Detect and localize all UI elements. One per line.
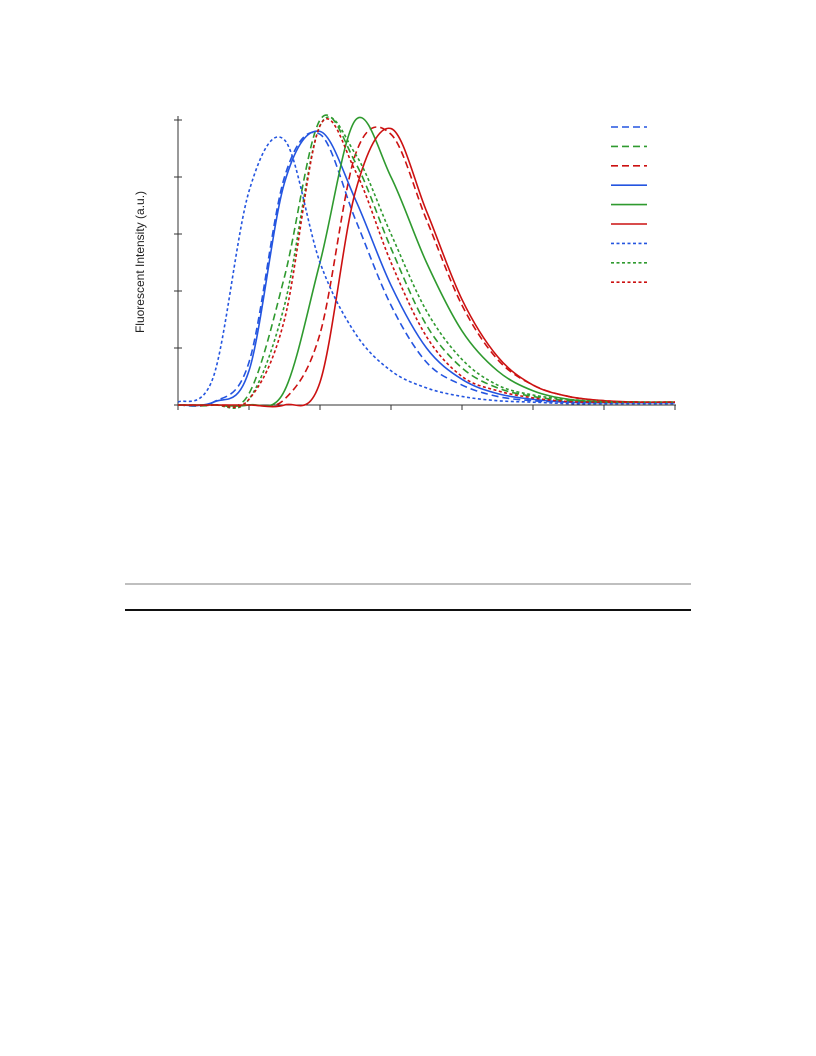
series-line — [177, 130, 675, 407]
series-line — [177, 131, 675, 407]
series-line — [178, 126, 676, 408]
y-axis-label: Fluorescent Intensity (a.u.) — [133, 191, 147, 333]
series-line — [178, 127, 676, 408]
series-line — [177, 118, 675, 408]
series-line — [177, 116, 676, 409]
series-line — [177, 136, 675, 405]
